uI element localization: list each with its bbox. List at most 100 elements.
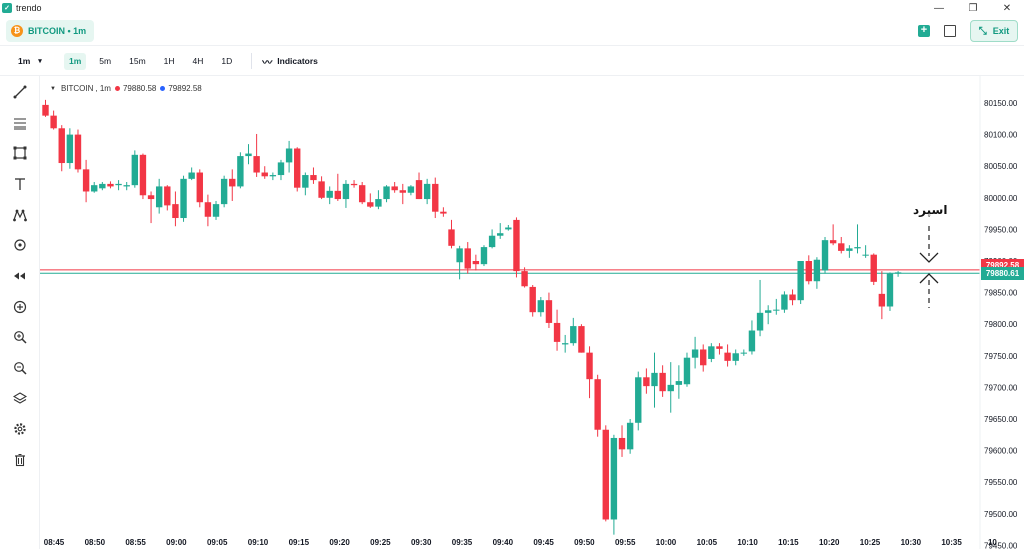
app-logo-icon: ✓ xyxy=(2,3,12,13)
candle-body xyxy=(342,183,350,200)
price-tick-label: 79850.00 xyxy=(984,289,1018,298)
legend-symbol: BITCOIN xyxy=(60,84,94,93)
time-tick-label: 10:35 xyxy=(941,538,962,547)
candle-body xyxy=(82,169,90,192)
zoom-plus-icon[interactable] xyxy=(12,299,28,315)
price-tick-label: 79500.00 xyxy=(984,510,1018,519)
candle-body xyxy=(505,227,512,230)
rectangle-tool-icon[interactable] xyxy=(12,145,28,161)
candle-body xyxy=(123,185,130,187)
candle-body xyxy=(302,175,309,188)
candle-body xyxy=(805,261,812,282)
symbol-tab[interactable]: ₿ BITCOIN • 1m xyxy=(6,19,95,42)
candle-body xyxy=(740,352,748,354)
candle-body xyxy=(350,183,358,186)
text-tool-icon[interactable] xyxy=(12,176,28,192)
price-axis[interactable]: 80150.00 80100.00 80050.00 80000.00 79950.00… xyxy=(979,76,1018,549)
spread-label: اسپرد xyxy=(913,203,948,217)
time-tick-label: 09:30 xyxy=(411,538,432,547)
time-tick-label: 10 xyxy=(988,538,997,547)
exit-button[interactable]: ⤡ Exit xyxy=(970,20,1018,42)
candle-body xyxy=(375,199,382,207)
bid-price-tag: 79880.61 xyxy=(981,267,1024,280)
time-axis[interactable]: 08:45 08:50 08:55 09:00 09:05 09:10 09:15 09:20… xyxy=(44,538,998,547)
candle-body xyxy=(675,381,683,385)
candle-body xyxy=(716,346,723,349)
candle-body xyxy=(155,186,163,208)
candle-body xyxy=(212,204,220,217)
candle-body xyxy=(99,183,106,189)
restore-icon[interactable]: ❐ xyxy=(968,2,978,14)
price-tick-label: 79450.00 xyxy=(984,541,1018,549)
time-tick-label: 09:25 xyxy=(370,538,391,547)
candle-body xyxy=(253,156,260,173)
target-tool-icon[interactable] xyxy=(12,237,28,253)
window-controls: — ❐ ✕ xyxy=(922,0,1024,16)
price-tick-label: 79700.00 xyxy=(984,383,1018,392)
time-tick-label: 10:30 xyxy=(901,538,922,547)
trash-icon[interactable] xyxy=(12,452,28,468)
settings-icon[interactable] xyxy=(12,421,28,437)
candle-body xyxy=(545,300,553,323)
candle-body xyxy=(756,312,764,331)
candle-body xyxy=(561,343,569,345)
line-tool-icon[interactable] xyxy=(12,84,28,100)
minimize-icon[interactable]: — xyxy=(934,2,944,14)
candle-body xyxy=(456,248,463,263)
chart-header: ₿ BITCOIN • 1m + ⤡ Exit xyxy=(0,16,1024,46)
timeframe-5m[interactable]: 5m xyxy=(99,56,112,66)
candle-body xyxy=(58,128,65,164)
candle-body xyxy=(448,229,455,246)
indicators-icon: 〰 xyxy=(262,57,273,69)
candle-body xyxy=(285,148,293,163)
candle-body xyxy=(586,352,593,380)
timeframe-1h[interactable]: 1H xyxy=(163,56,175,66)
legend-bid-value: 79880.58 xyxy=(122,84,157,93)
candle-body xyxy=(42,104,49,116)
collapse-legend-icon[interactable]: ▼ xyxy=(50,85,56,92)
layout-square-icon[interactable] xyxy=(944,25,956,37)
close-icon[interactable]: ✕ xyxy=(1002,2,1012,14)
layers-icon[interactable] xyxy=(12,390,28,406)
candle-body xyxy=(334,190,342,200)
timeframe-4h[interactable]: 4H xyxy=(192,56,204,66)
candle-body xyxy=(789,294,796,301)
candle-body xyxy=(691,349,699,358)
app-name: trendo xyxy=(16,3,42,13)
indicators-button[interactable]: 〰 Indicators xyxy=(262,54,318,69)
candle-body xyxy=(610,437,618,520)
legend-interval: , 1m xyxy=(95,84,111,93)
zoom-out-icon[interactable] xyxy=(12,360,28,376)
fib-tool-icon[interactable] xyxy=(12,115,28,131)
exit-label: Exit xyxy=(992,26,1010,36)
candle-body xyxy=(139,154,147,196)
candle-body xyxy=(659,372,666,392)
candle-body xyxy=(115,183,122,186)
rewind-icon[interactable] xyxy=(12,268,28,284)
time-tick-label: 10:25 xyxy=(860,538,881,547)
spread-annotation xyxy=(919,226,939,308)
drawing-toolbar xyxy=(0,76,40,549)
zoom-in-icon[interactable] xyxy=(12,329,28,345)
candle-body xyxy=(708,346,715,359)
pattern-tool-icon[interactable] xyxy=(12,207,28,223)
timeframe-1d[interactable]: 1D xyxy=(221,56,233,66)
candle-body xyxy=(724,352,731,361)
add-chart-icon[interactable]: + xyxy=(918,25,930,37)
timeframe-1m[interactable]: 1m xyxy=(64,52,87,70)
candle-body xyxy=(423,183,431,200)
candle-body xyxy=(683,357,691,385)
candle-body xyxy=(180,178,187,219)
timeframe-select[interactable]: 1m ▾ xyxy=(18,56,56,66)
candle-body xyxy=(318,181,325,198)
candle-body xyxy=(878,293,886,307)
timeframe-15m[interactable]: 15m xyxy=(129,56,146,66)
candle-body xyxy=(294,148,301,188)
candle-body xyxy=(472,261,480,265)
toolbar-divider xyxy=(251,53,253,69)
candle-body xyxy=(886,273,894,307)
time-tick-label: 08:50 xyxy=(85,538,106,547)
candle-body xyxy=(838,243,845,251)
candle-body xyxy=(245,153,252,157)
